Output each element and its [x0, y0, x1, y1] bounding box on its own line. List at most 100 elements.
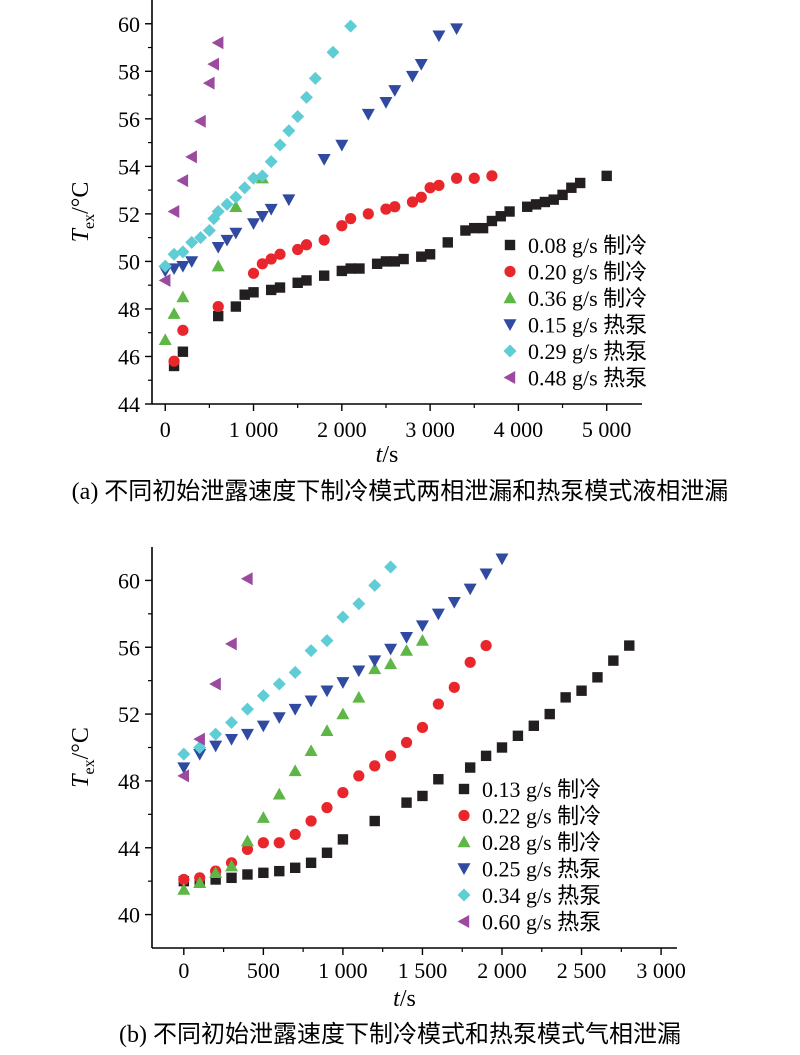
data-point [256, 258, 268, 270]
data-point [167, 307, 181, 319]
data-point [401, 797, 412, 808]
x-tick-label: 2 500 [557, 958, 607, 983]
data-point [210, 874, 221, 885]
data-point [240, 572, 253, 586]
series-4 [158, 19, 358, 273]
data-point [282, 124, 296, 138]
data-point [486, 170, 498, 182]
data-point [282, 194, 296, 207]
figure-caption: (a) 不同初始泄露速度下制冷模式两相泄漏和热泵模式液相泄漏 [72, 478, 729, 505]
data-point [442, 237, 453, 248]
x-tick-label: 3 000 [636, 958, 686, 983]
y-tick-label: 60 [118, 568, 140, 593]
y-tick-label: 44 [118, 836, 140, 861]
data-point [247, 267, 260, 279]
data-point [384, 657, 398, 670]
legend-marker [503, 344, 517, 358]
y-axis-label-sub: ex [81, 759, 98, 774]
chart-panel-b: 0 500 1 000 1 500 2 000 2 500 3 000 40 44 48 52 56 6… [68, 547, 686, 1048]
series-5 [158, 36, 224, 287]
x-axis-label: t/s [393, 986, 416, 1012]
series-1 [178, 639, 492, 886]
data-point [305, 815, 317, 827]
data-point [384, 643, 398, 656]
data-point [304, 695, 318, 708]
legend-label: 0.36 g/s 制冷 [528, 286, 647, 311]
data-point [469, 222, 480, 234]
data-point [288, 764, 302, 777]
data-point [209, 740, 223, 753]
data-point [369, 760, 381, 772]
legend-marker [457, 863, 471, 875]
data-point [220, 234, 234, 247]
data-point [479, 568, 493, 581]
data-point [240, 728, 254, 741]
data-point [368, 578, 382, 592]
data-point [388, 85, 402, 97]
data-point [544, 708, 555, 720]
data-point [317, 154, 331, 166]
data-point [291, 109, 305, 123]
data-point [225, 859, 239, 872]
data-point [336, 610, 350, 624]
data-point [292, 243, 304, 256]
data-point [265, 284, 277, 296]
legend-label: 0.48 g/s 热泵 [528, 366, 647, 391]
x-axis-label-var: t [376, 442, 384, 468]
data-point [289, 862, 301, 873]
y-tick-label: 40 [118, 903, 140, 928]
x-tick-label: 5 000 [582, 417, 632, 442]
data-point [258, 867, 269, 879]
data-point [400, 644, 414, 656]
data-point [272, 677, 286, 691]
series-2 [158, 171, 269, 346]
data-point [193, 732, 205, 746]
data-point [405, 70, 419, 83]
data-point [177, 883, 191, 895]
data-point [211, 259, 225, 272]
data-point [433, 179, 445, 191]
data-point [424, 249, 436, 260]
data-point [207, 57, 220, 71]
data-point [321, 802, 333, 814]
data-point [209, 866, 223, 879]
data-point [193, 876, 207, 889]
data-point [380, 256, 392, 267]
data-point [176, 290, 190, 303]
data-point [255, 211, 269, 223]
legend-marker [504, 239, 516, 251]
y-tick-label: 44 [118, 392, 140, 417]
x-tick-label: 1 000 [229, 417, 279, 442]
data-point [211, 241, 225, 254]
data-point [220, 197, 234, 211]
x-tick-label: 0 [178, 958, 189, 983]
data-point [352, 665, 366, 678]
figure-caption: (b) 不同初始泄露速度下制冷模式和热泵模式气相泄漏 [119, 1021, 681, 1048]
data-point [177, 747, 191, 761]
data-point [240, 702, 254, 716]
data-point [495, 553, 509, 566]
data-point [345, 263, 356, 274]
data-point [320, 634, 334, 648]
data-point [177, 762, 191, 775]
data-point [371, 258, 383, 269]
data-point [273, 837, 285, 849]
data-point [495, 211, 506, 222]
data-point [292, 277, 303, 288]
data-point [504, 206, 515, 217]
data-point [361, 108, 375, 121]
y-axis-label-sub: ex [81, 214, 98, 229]
y-tick-label: 56 [118, 635, 140, 660]
legend-marker [503, 291, 517, 304]
data-point [178, 873, 190, 886]
data-point [265, 253, 277, 265]
legend-label: 0.08 g/s 制冷 [528, 233, 647, 258]
data-point [256, 689, 270, 703]
data-point [415, 634, 429, 646]
data-point [608, 655, 619, 666]
data-point [193, 748, 207, 761]
data-point [624, 640, 635, 651]
data-point [468, 172, 480, 184]
legend-label: 0.34 g/s 热泵 [482, 883, 601, 908]
